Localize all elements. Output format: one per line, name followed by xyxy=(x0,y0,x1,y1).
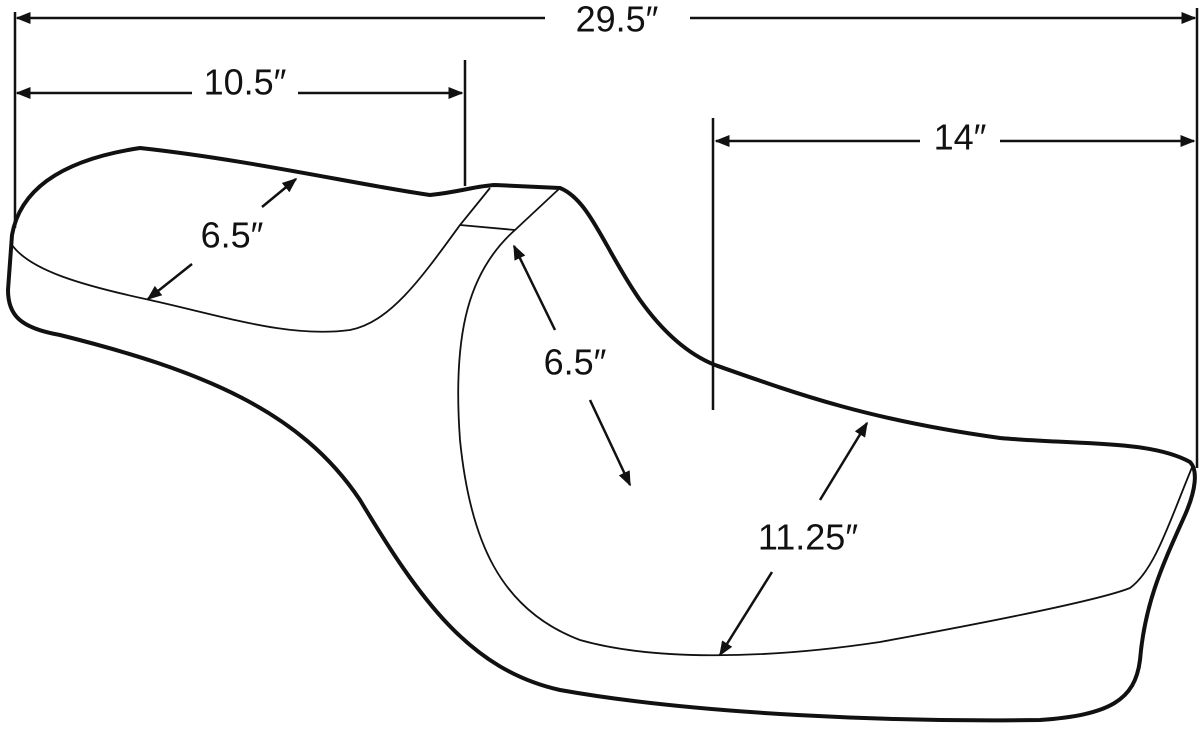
rider-seat-edge xyxy=(11,187,491,333)
seat-band xyxy=(459,187,561,231)
passenger-seat-edge xyxy=(457,229,1194,657)
band-depth: 6.5″ xyxy=(544,342,607,383)
dimension-lines xyxy=(13,8,1199,657)
seat-outline xyxy=(6,146,1197,723)
passenger-length: 14″ xyxy=(934,117,987,158)
rider-length: 10.5″ xyxy=(204,62,287,103)
overall-length: 29.5″ xyxy=(576,0,659,40)
dimension-arrow xyxy=(261,178,298,208)
dimension-arrow xyxy=(818,421,869,501)
dimension-arrow xyxy=(512,244,557,331)
rider-width: 6.5″ xyxy=(201,215,264,256)
dimension-arrow xyxy=(588,399,632,487)
dimension-arrow xyxy=(146,263,193,300)
dimension-arrow xyxy=(718,571,774,657)
passenger-width: 11.25″ xyxy=(758,517,858,558)
